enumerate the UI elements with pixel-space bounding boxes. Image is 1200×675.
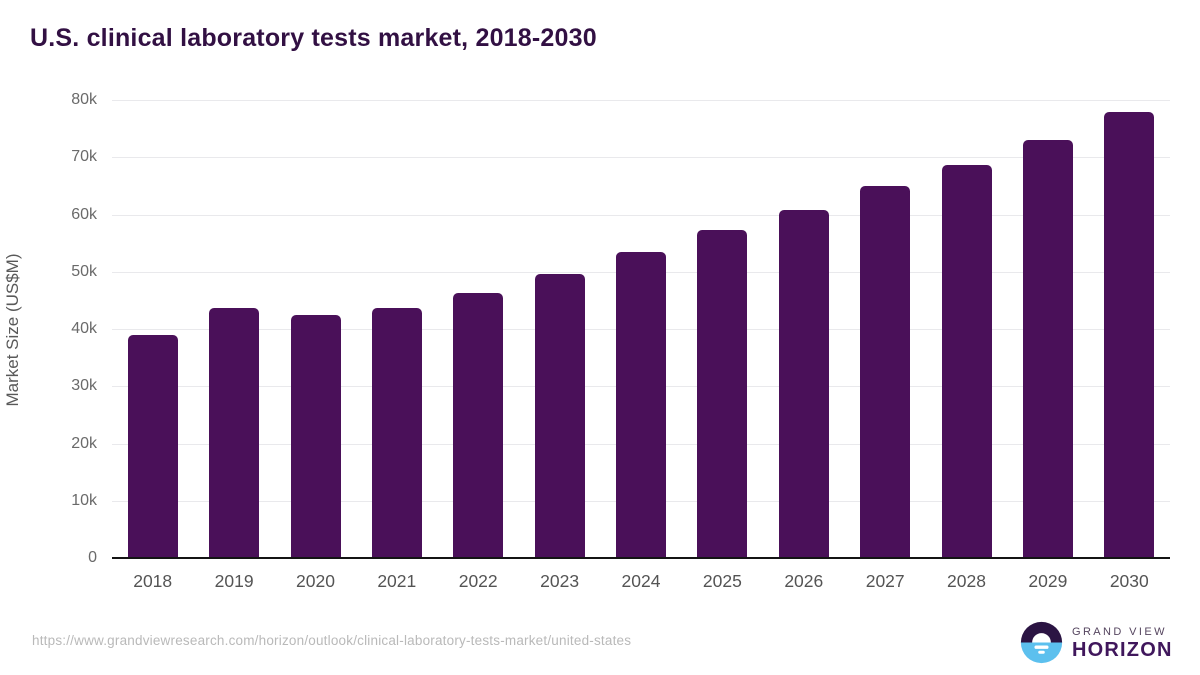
x-axis-label: 2023 <box>540 571 580 591</box>
y-tick-label: 0 <box>88 549 97 566</box>
bar-2030 <box>1104 112 1155 558</box>
bar-2018 <box>127 335 178 558</box>
brand-name: GRAND VIEW HORIZON <box>1072 625 1173 661</box>
bar-2024 <box>616 252 666 558</box>
bar-2029 <box>1022 140 1073 558</box>
y-tick-label: 30k <box>71 377 97 395</box>
y-tick-label: 10k <box>71 491 97 509</box>
x-axis-label: 2028 <box>947 571 986 591</box>
bar-2019 <box>209 308 260 558</box>
y-tick-label: 80k <box>71 91 97 108</box>
y-tick-label: 70k <box>71 148 97 166</box>
source-url: https://www.grandviewresearch.com/horizo… <box>32 633 632 648</box>
bar-2020 <box>290 314 341 558</box>
x-axis-label: 2029 <box>1028 571 1068 591</box>
brand-name-top: GRAND VIEW <box>1072 625 1167 638</box>
gridline-80k <box>112 100 1170 101</box>
y-tick-label: 50k <box>71 262 97 280</box>
bar-2021 <box>371 308 422 558</box>
bar-2023 <box>534 273 585 558</box>
x-axis-label: 2027 <box>865 571 905 591</box>
y-tick-label: 20k <box>71 434 97 452</box>
y-tick-label: 40k <box>71 320 97 337</box>
x-axis-label: 2018 <box>133 571 173 591</box>
chart-title: U.S. clinical laboratory tests market, 2… <box>30 24 597 52</box>
y-tick-label: 60k <box>71 205 97 223</box>
x-axis-label: 2024 <box>621 571 661 591</box>
x-axis-label: 2026 <box>784 571 824 591</box>
brand-logo: GRAND VIEW HORIZON <box>1019 620 1173 665</box>
sun-over-horizon-icon <box>1020 621 1063 664</box>
x-axis-label: 2021 <box>377 571 417 591</box>
x-axis-label: 2019 <box>214 571 254 591</box>
x-axis-label: 2025 <box>702 571 742 591</box>
gridline-70k <box>112 157 1170 159</box>
x-axis-line <box>112 557 1170 559</box>
gridline-60k <box>112 214 1170 216</box>
bar-2025 <box>697 230 748 558</box>
bar-2028 <box>941 164 992 558</box>
bar-2027 <box>860 186 911 558</box>
brand-name-bottom: HORIZON <box>1072 638 1173 661</box>
x-axis-label: 2020 <box>296 571 335 591</box>
bar-2022 <box>453 292 504 558</box>
x-axis-label: 2022 <box>458 571 498 591</box>
bar-2026 <box>778 209 829 558</box>
x-axis-label: 2030 <box>1109 571 1149 591</box>
